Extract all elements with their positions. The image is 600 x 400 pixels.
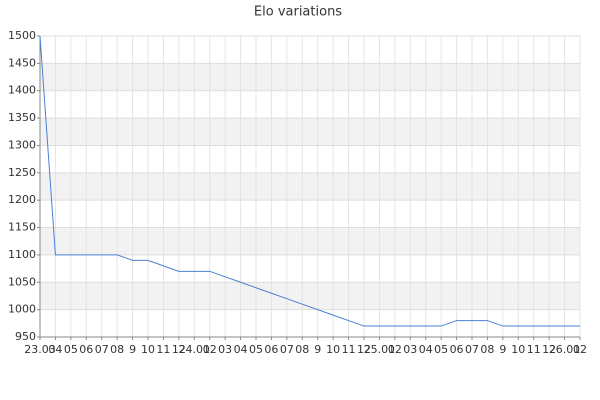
y-tick-label: 950 — [15, 330, 36, 343]
x-tick-label: 11 — [342, 343, 356, 356]
x-tick-label: 04 — [419, 343, 433, 356]
x-tick-label: 05 — [64, 343, 78, 356]
y-tick-label: 1350 — [8, 111, 36, 124]
x-tick-label: 06 — [450, 343, 464, 356]
x-tick-label: 06 — [79, 343, 93, 356]
x-tick-label: 26.01 — [549, 343, 581, 356]
x-tick-label: 12 — [357, 343, 371, 356]
grid-band — [40, 172, 580, 201]
x-tick-label: 06 — [264, 343, 278, 356]
y-tick-label: 1000 — [8, 303, 36, 316]
x-tick-label: 08 — [480, 343, 494, 356]
x-tick-label: 9 — [129, 343, 136, 356]
x-tick-label: 02 — [203, 343, 217, 356]
x-tick-label: 9 — [314, 343, 321, 356]
x-tick-label: 12 — [542, 343, 556, 356]
y-tick-label: 1500 — [8, 29, 36, 42]
x-tick-label: 08 — [110, 343, 124, 356]
x-tick-label: 11 — [156, 343, 170, 356]
x-tick-label: 9 — [499, 343, 506, 356]
x-tick-label: 05 — [434, 343, 448, 356]
x-tick-label: 24.01 — [179, 343, 211, 356]
x-tick-label: 23.03 — [24, 343, 56, 356]
y-tick-label: 1400 — [8, 84, 36, 97]
grid-band — [40, 118, 580, 146]
x-tick-label: 07 — [95, 343, 109, 356]
x-tick-label: 05 — [249, 343, 263, 356]
grid-band — [40, 227, 580, 255]
x-tick-label: 10 — [511, 343, 525, 356]
y-tick-label: 1100 — [8, 248, 36, 261]
x-tick-label: 07 — [280, 343, 294, 356]
y-tick-label: 1450 — [8, 56, 36, 69]
x-tick-label: 10 — [141, 343, 155, 356]
y-tick-label: 1150 — [8, 221, 36, 234]
x-tick-label: 25.01 — [364, 343, 396, 356]
grid-band — [40, 63, 580, 91]
x-tick-label: 04 — [234, 343, 248, 356]
x-tick-label: 02 — [573, 343, 587, 356]
x-tick-label: 07 — [465, 343, 479, 356]
x-tick-label: 03 — [218, 343, 232, 356]
chart-title: Elo variations — [254, 5, 342, 20]
y-tick-label: 1300 — [8, 138, 36, 151]
y-tick-label: 1200 — [8, 193, 36, 206]
x-tick-label: 03 — [403, 343, 417, 356]
line — [39, 35, 580, 327]
grid-band — [40, 282, 580, 310]
x-tick-label: 04 — [48, 343, 62, 356]
x-tick-label: 11 — [527, 343, 541, 356]
x-tick-label: 12 — [172, 343, 186, 356]
x-tick-label: 08 — [295, 343, 309, 356]
y-tick-label: 1050 — [8, 275, 36, 288]
x-tick-label: 02 — [388, 343, 402, 356]
x-tick-label: 10 — [326, 343, 340, 356]
y-tick-label: 1250 — [8, 166, 36, 179]
